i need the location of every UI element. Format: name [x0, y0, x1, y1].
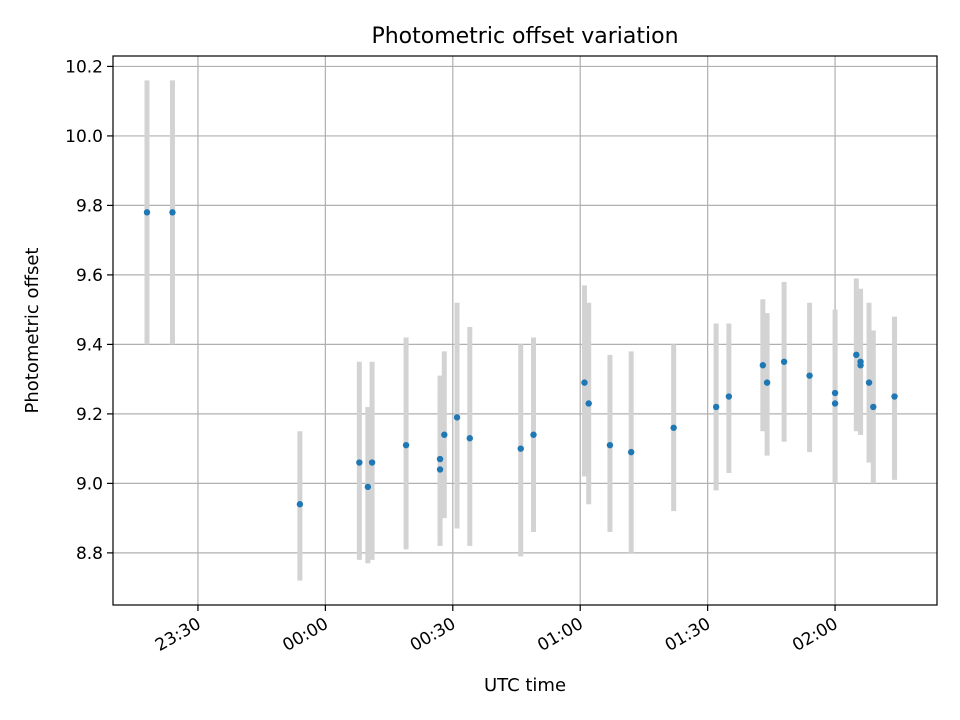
data-point — [143, 209, 151, 216]
data-point — [368, 459, 376, 466]
data-point — [436, 455, 444, 463]
y-tick-label: 9.4 — [76, 335, 103, 355]
y-tick-label: 9.0 — [76, 474, 103, 494]
y-axis-title: Photometric offset — [22, 248, 43, 414]
x-tick-label: 02:00 — [789, 614, 841, 656]
data-point — [402, 441, 410, 449]
x-tick-label: 01:00 — [534, 614, 586, 656]
plot-frame — [112, 55, 938, 606]
data-point — [712, 403, 720, 411]
x-tick-label: 00:30 — [407, 614, 459, 656]
data-point — [865, 379, 873, 386]
data-point — [453, 414, 461, 421]
data-point — [780, 358, 788, 365]
data-point — [581, 379, 588, 386]
grid — [113, 56, 937, 605]
data-point — [759, 362, 767, 369]
x-tick-label: 00:00 — [279, 614, 331, 656]
data-point — [891, 393, 898, 400]
x-tick-label: 23:30 — [152, 614, 204, 656]
x-axis-title: UTC time — [484, 675, 566, 696]
data-point — [606, 441, 614, 449]
data-point — [466, 435, 473, 442]
data-points — [143, 209, 898, 508]
y-tick-label: 9.2 — [76, 405, 103, 425]
error-bars — [144, 80, 898, 581]
data-point — [831, 389, 839, 397]
y-tick-label: 9.8 — [76, 196, 103, 216]
y-tick-label: 8.8 — [76, 544, 103, 564]
y-tick-label: 10.0 — [65, 127, 103, 147]
chart-title: Photometric offset variation — [371, 24, 678, 49]
data-point — [763, 379, 771, 386]
data-point — [585, 400, 592, 407]
data-point — [441, 431, 448, 438]
data-point — [169, 209, 176, 216]
data-point — [530, 431, 537, 438]
data-point — [806, 372, 813, 379]
x-tick-label: 01:30 — [662, 614, 714, 656]
data-point — [670, 424, 677, 431]
data-point — [627, 448, 635, 456]
y-tick-label: 9.6 — [76, 266, 103, 286]
data-point — [517, 445, 524, 452]
data-point — [857, 362, 864, 369]
data-point — [296, 501, 304, 508]
data-point — [853, 351, 860, 359]
y-tick-label: 10.2 — [65, 57, 103, 77]
data-point — [725, 393, 733, 400]
data-point — [364, 483, 372, 491]
data-point — [436, 466, 444, 473]
data-point — [831, 400, 839, 407]
data-point — [356, 459, 363, 466]
data-point — [870, 403, 877, 411]
